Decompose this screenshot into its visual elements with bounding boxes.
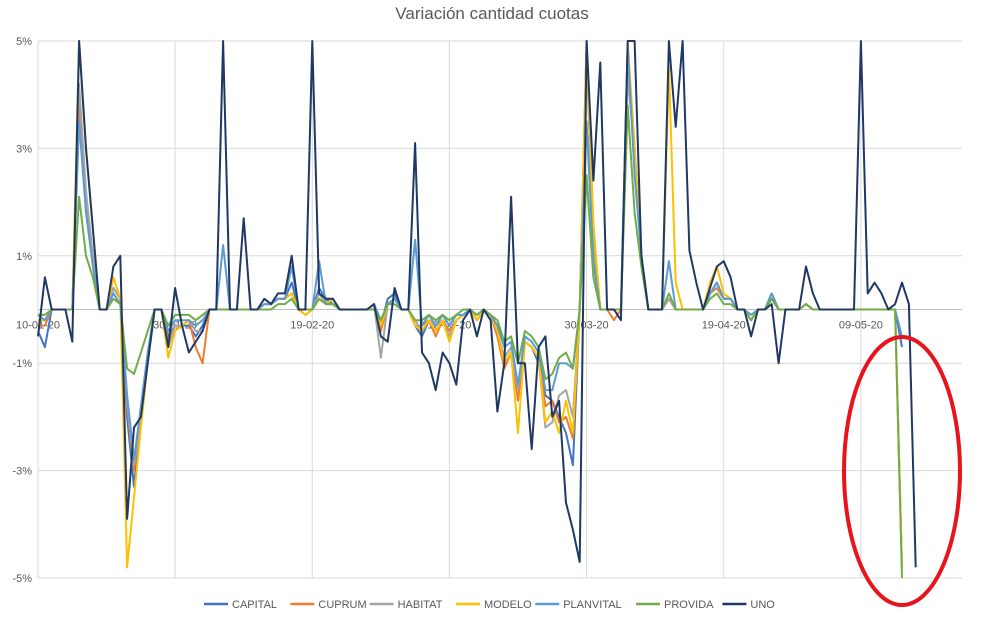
chart-title: Variación cantidad cuotas xyxy=(395,4,589,23)
x-tick-label: 19-04-20 xyxy=(702,320,746,332)
x-tick-label: 09-05-20 xyxy=(839,320,883,332)
legend-label-capital: CAPITAL xyxy=(232,599,277,611)
y-tick-label: 3% xyxy=(16,143,32,155)
legend: CAPITAL CUPRUM HABITAT MODELO PLANVITAL PROVI… xyxy=(204,599,775,611)
x-tick-label: 19-02-20 xyxy=(290,320,334,332)
legend-label-provida: PROVIDA xyxy=(664,599,714,611)
legend-label-habitat: HABITAT xyxy=(398,599,443,611)
y-tick-label: -1% xyxy=(12,358,32,370)
y-tick-label: -3% xyxy=(12,466,32,478)
series-lines xyxy=(37,40,917,579)
y-tick-label: -5% xyxy=(12,573,32,585)
series-line-capital xyxy=(37,40,903,488)
x-tick-label: 30-03-20 xyxy=(565,320,609,332)
legend-label-uno: UNO xyxy=(750,599,775,611)
legend-label-modelo: MODELO xyxy=(484,599,532,611)
legend-label-planvital: PLANVITAL xyxy=(563,599,622,611)
y-tick-label: 1% xyxy=(16,251,32,263)
y-tick-label: 5% xyxy=(16,36,32,48)
series-line-planvital xyxy=(37,45,903,461)
series-line-uno xyxy=(37,40,917,568)
highlight-circle xyxy=(842,335,962,607)
legend-label-cuprum: CUPRUM xyxy=(318,599,366,611)
